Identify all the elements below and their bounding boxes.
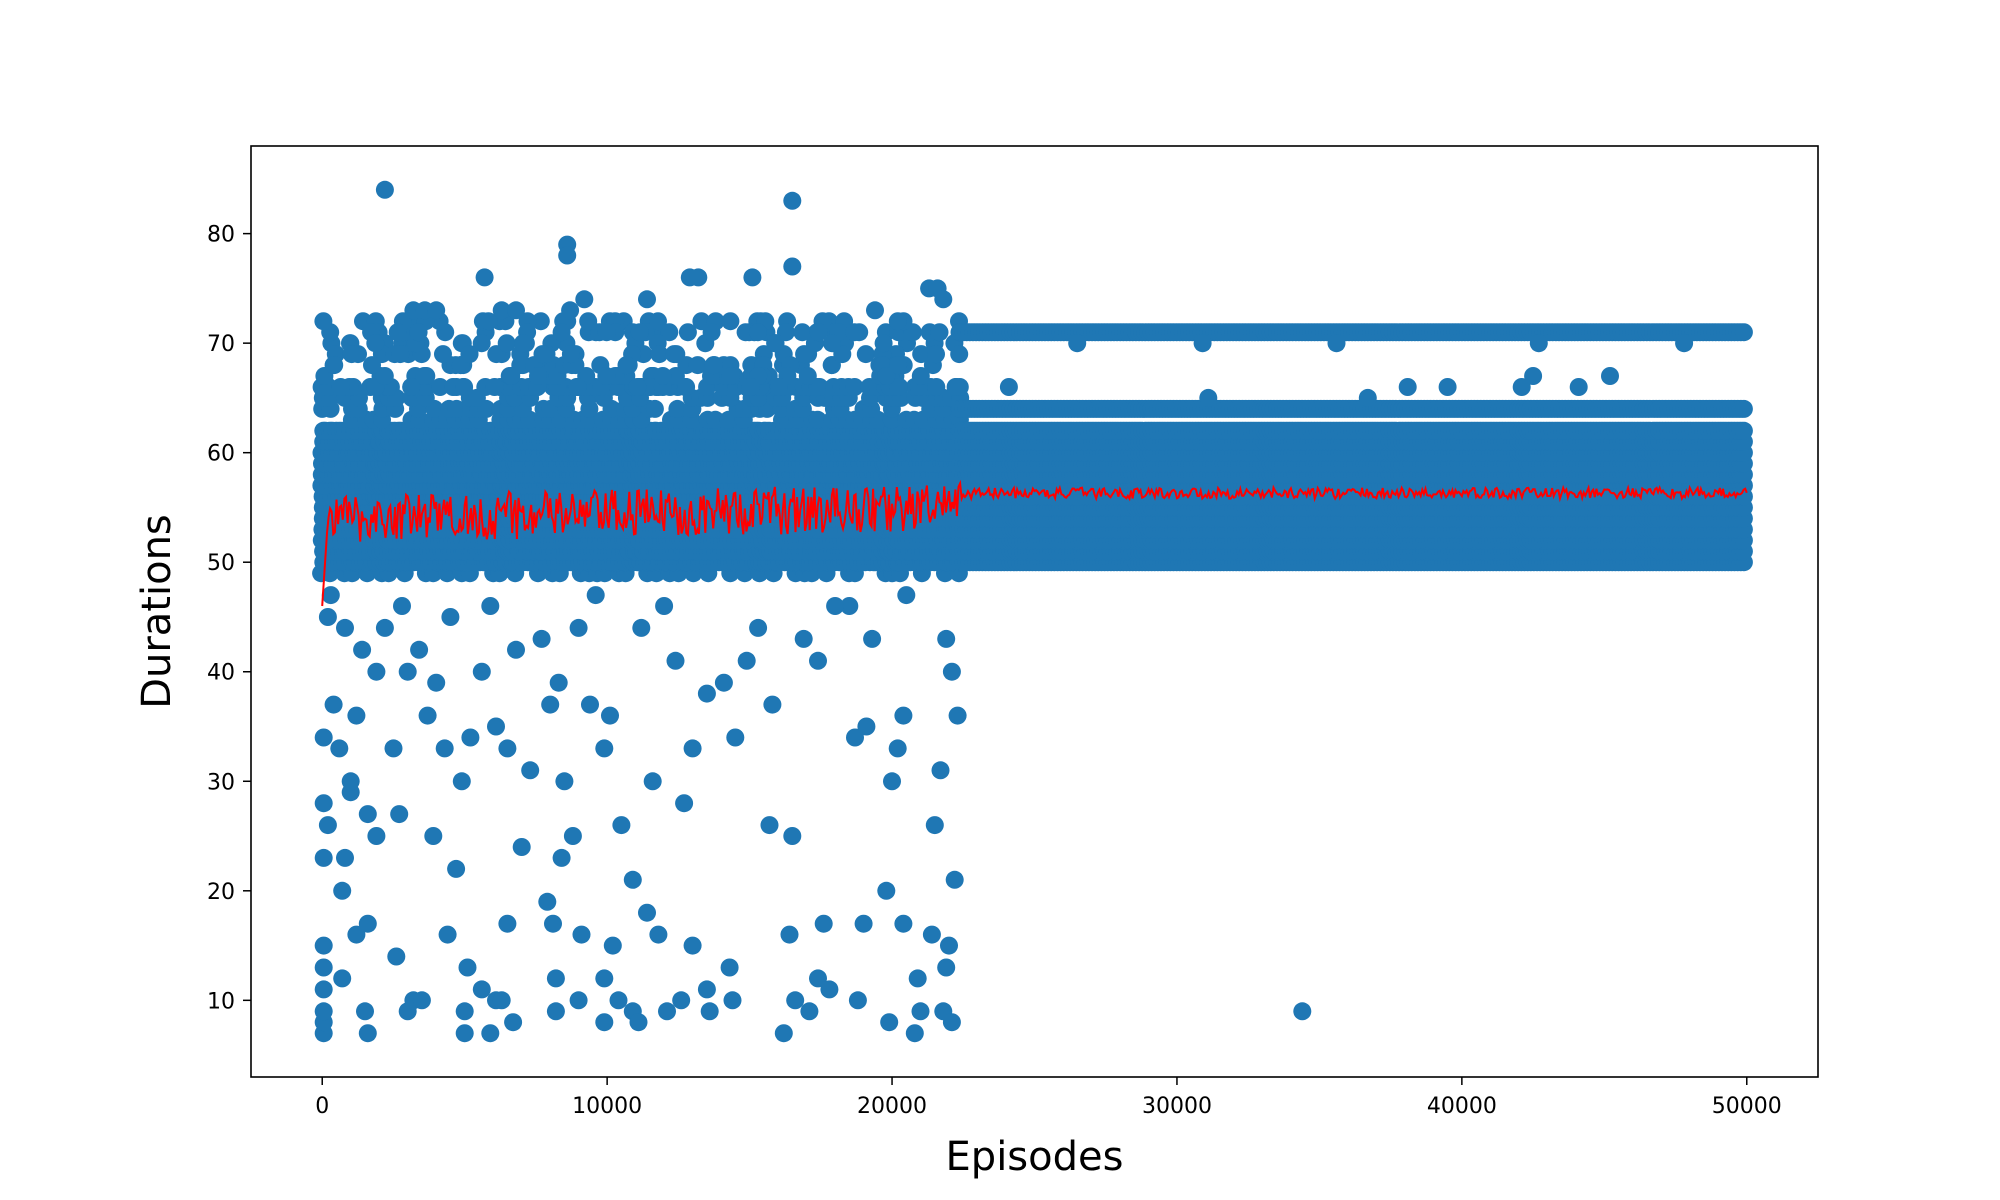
scatter-point — [579, 312, 598, 331]
scatter-point — [930, 323, 949, 342]
scatter-point — [460, 345, 479, 364]
scatter-point — [561, 345, 580, 364]
scatter-point — [649, 312, 667, 331]
scatter-point — [721, 312, 740, 331]
scatter-point — [533, 345, 552, 364]
scatter-point — [798, 367, 817, 385]
scatter-point — [630, 323, 649, 342]
scatter-point — [331, 378, 350, 396]
scatter-layer — [312, 180, 1753, 1043]
scatter-point — [741, 378, 760, 396]
scatter-point — [628, 378, 647, 396]
scatter-point — [653, 367, 672, 385]
scatter-point — [677, 378, 696, 396]
scatter-point — [702, 323, 721, 342]
scatter-point — [947, 378, 966, 396]
scatter-point — [704, 356, 723, 375]
scatter-point — [409, 323, 428, 342]
scatter-point — [845, 323, 864, 342]
scatter-point — [748, 323, 767, 342]
scatter-point — [342, 345, 361, 364]
scatter-point — [455, 378, 474, 396]
scatter-point — [874, 334, 893, 353]
scatter-point — [888, 312, 907, 331]
scatter-point — [325, 356, 344, 375]
scatter-point — [363, 356, 381, 375]
scatter-point — [950, 345, 969, 364]
scatter-point — [793, 323, 812, 342]
scatter-point — [568, 378, 587, 396]
scatter-point — [388, 323, 407, 342]
scatter-point — [529, 367, 547, 385]
scatter-point — [366, 334, 385, 353]
scatter-point — [402, 378, 421, 396]
scatter-point — [927, 378, 946, 396]
scatter-point — [391, 345, 410, 364]
scatter-point — [889, 356, 908, 375]
scatter-point — [721, 367, 740, 385]
scatter-point — [597, 367, 616, 385]
scatter-point — [665, 345, 684, 364]
scatter-point — [597, 323, 616, 342]
scatter-point — [678, 323, 697, 342]
scatter-point — [766, 334, 785, 353]
scatter-point — [927, 345, 945, 364]
scatter-point — [645, 399, 664, 418]
scatter-point — [514, 334, 532, 353]
scatter-point — [617, 356, 636, 375]
scatter-point — [809, 323, 828, 342]
scatter-point — [769, 378, 788, 396]
scatter-point — [856, 345, 875, 364]
scatter-point — [485, 378, 504, 396]
scatter-point — [314, 312, 333, 331]
scatter-point — [552, 323, 571, 342]
